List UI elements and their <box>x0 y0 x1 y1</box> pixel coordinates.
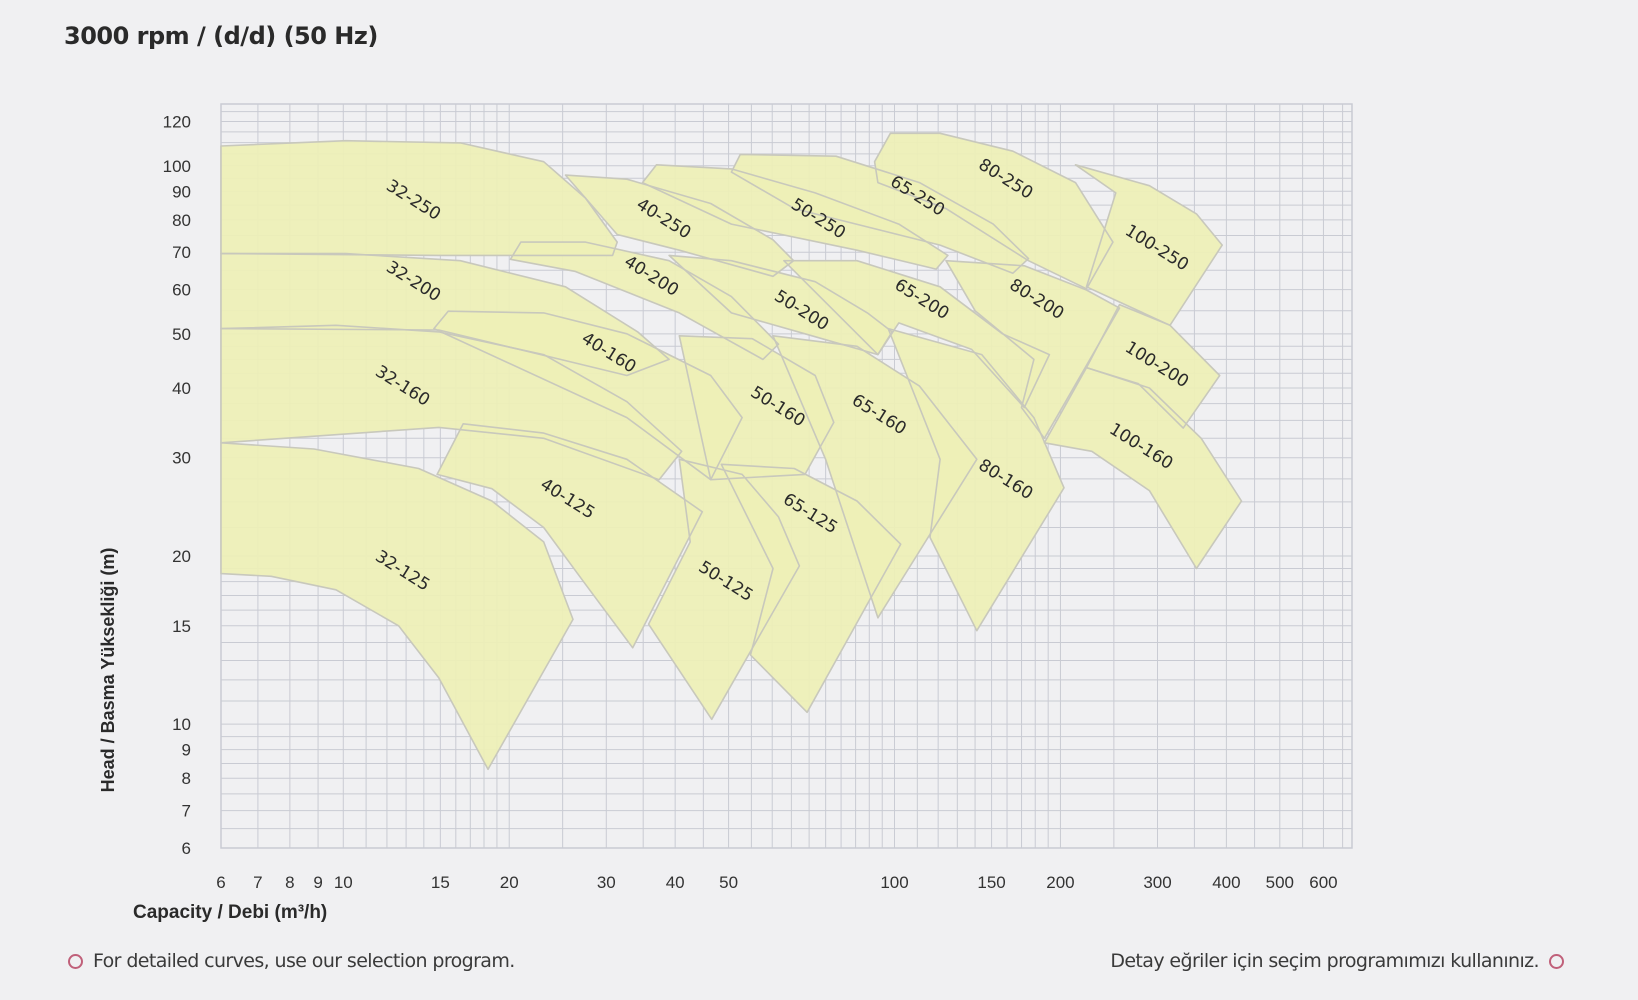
region-fill-50-250 <box>642 164 948 270</box>
region-outline-32-125 <box>220 441 574 771</box>
x-tick-label: 7 <box>253 873 262 892</box>
x-tick-label: 100 <box>880 873 908 892</box>
x-tick-label: 50 <box>719 873 738 892</box>
y-tick-label: 20 <box>172 547 191 566</box>
region-outline-80-250 <box>873 132 1114 290</box>
x-tick-label: 200 <box>1046 873 1074 892</box>
x-tick-label: 9 <box>313 873 322 892</box>
footer-right-text: Detay eğriler için seçim programımızı ku… <box>1110 950 1539 972</box>
x-tick-label: 300 <box>1143 873 1171 892</box>
region-outline-50-200 <box>668 254 893 356</box>
y-tick-label: 100 <box>163 157 191 176</box>
region-fill-100-200 <box>1086 304 1220 429</box>
circle-outline-icon <box>1549 953 1564 969</box>
y-tick-label: 50 <box>172 325 191 344</box>
y-tick-label: 8 <box>182 769 191 788</box>
x-tick-label: 10 <box>334 873 353 892</box>
y-tick-label: 6 <box>182 839 191 858</box>
region-fill-65-250 <box>731 154 1029 274</box>
region-outline-50-250 <box>641 164 949 270</box>
x-tick-label: 20 <box>500 873 519 892</box>
region-outline-40-200 <box>509 241 780 361</box>
y-axis-label: Head / Basma Yüksekliği (m) <box>98 548 118 793</box>
region-fill-40-125 <box>437 423 703 648</box>
region-fill-40-250 <box>565 175 794 277</box>
y-tick-label: 60 <box>172 281 191 300</box>
region-fill-32-250 <box>221 140 618 256</box>
region-outline-32-250 <box>220 139 619 257</box>
region-outline-50-125 <box>647 458 801 721</box>
region-fill-100-160 <box>1044 367 1242 569</box>
x-tick-label: 6 <box>216 873 225 892</box>
region-fill-50-125 <box>648 459 800 720</box>
x-tick-label: 500 <box>1266 873 1294 892</box>
region-outline-32-160 <box>220 324 683 481</box>
y-tick-label: 7 <box>182 802 191 821</box>
y-tick-label: 90 <box>172 182 191 201</box>
y-tick-label: 80 <box>172 211 191 230</box>
y-tick-label: 15 <box>172 617 191 636</box>
x-tick-label: 8 <box>285 873 294 892</box>
footer-note-tr: Detay eğriler için seçim programımızı ku… <box>1110 950 1564 972</box>
chart-title: 3000 rpm / (d/d) (50 Hz) <box>64 22 378 50</box>
region-outline-100-250 <box>1074 164 1223 327</box>
region-fill-65-200 <box>783 260 1050 408</box>
x-axis-label: Capacity / Debi (m³/h) <box>133 902 327 923</box>
region-outline-80-160 <box>887 327 1065 632</box>
region-outline-40-125 <box>436 422 704 649</box>
region-outline-40-160 <box>433 310 743 481</box>
y-tick-labels: 6 7 8 9 10 15 20 30 40 50 60 70 80 90 100 120 <box>163 113 191 858</box>
x-tick-labels: 6 7 8 9 10 15 20 30 40 50 100 150 200 300 400 500 600 <box>216 873 1337 892</box>
footer-note-en: For detailed curves, use our selection p… <box>68 950 515 972</box>
y-tick-label: 10 <box>172 715 191 734</box>
y-tick-label: 30 <box>172 449 191 468</box>
region-outline-65-250 <box>730 153 1030 275</box>
x-tick-label: 600 <box>1309 873 1337 892</box>
y-tick-label: 70 <box>172 243 191 262</box>
x-tick-label: 400 <box>1212 873 1240 892</box>
region-fill-50-200 <box>669 255 893 355</box>
circle-outline-icon <box>68 953 83 969</box>
y-tick-label: 120 <box>163 113 191 132</box>
x-tick-label: 40 <box>666 873 685 892</box>
region-outline-100-160 <box>1043 366 1243 570</box>
region-outline-65-125 <box>720 463 902 714</box>
region-fill-32-125 <box>221 442 573 770</box>
y-tick-label: 40 <box>172 379 191 398</box>
x-tick-label: 150 <box>977 873 1005 892</box>
y-tick-label: 9 <box>182 741 191 760</box>
x-tick-label: 30 <box>597 873 616 892</box>
x-tick-label: 15 <box>431 873 450 892</box>
footer-left-text: For detailed curves, use our selection p… <box>93 950 515 972</box>
region-outlines <box>220 132 1243 771</box>
region-outline-65-160 <box>772 334 978 619</box>
region-outline-32-200 <box>220 252 670 377</box>
